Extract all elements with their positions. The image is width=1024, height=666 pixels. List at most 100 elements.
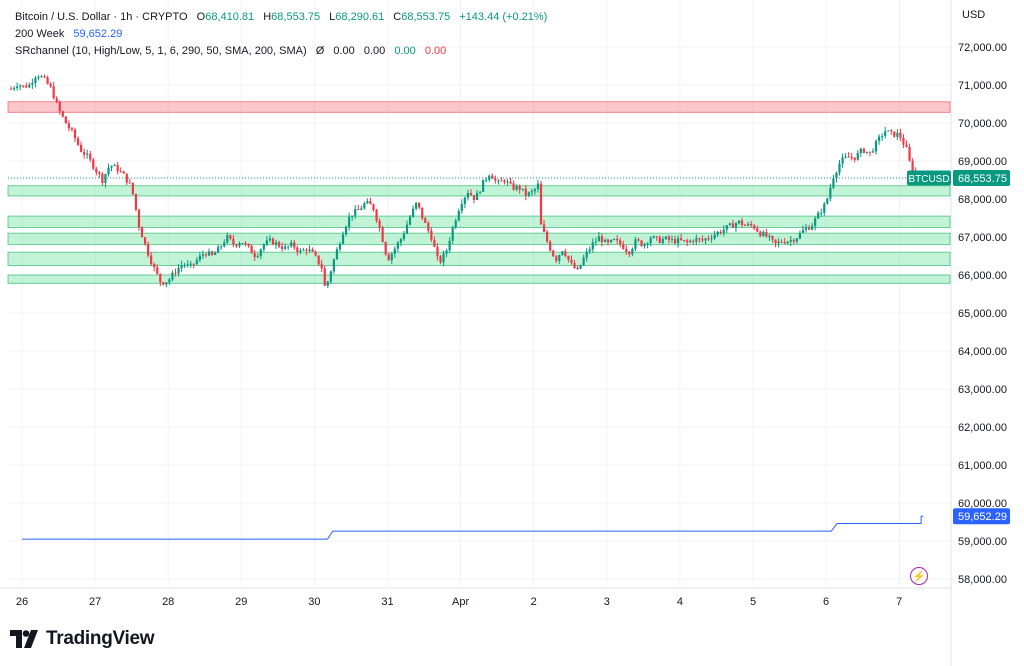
candle-body [887,130,890,132]
candle-body [335,249,339,260]
candle-body [143,237,147,244]
candle-body [396,242,399,249]
candle-body [9,88,13,90]
candle-body [634,239,637,249]
ma-line-path [22,515,924,540]
x-tick-label: 4 [677,596,683,608]
sr-row[interactable]: SRchannel (10, High/Low, 5, 1, 6, 290, 5… [15,43,547,60]
candle-body [503,180,506,183]
x-tick-label: 5 [750,596,756,608]
candle-body [832,178,835,188]
x-tick-label: 3 [604,596,610,608]
symbol-title[interactable]: Bitcoin / U.S. Dollar · 1h · CRYPTO [15,11,188,23]
candle-body [64,116,67,124]
support-zone [7,274,951,284]
high-value: 68,553.75 [271,11,321,23]
candle-body [530,191,533,193]
candle-body [247,243,250,246]
candle-body [226,235,229,243]
y-tick-label: 64,000.00 [958,346,1007,358]
candle-body [207,251,211,256]
candle-body [695,238,698,242]
candle-body [868,151,872,153]
candle-body [92,159,95,169]
candle-body [195,260,198,264]
y-tick-label: 62,000.00 [958,422,1007,434]
candle-body [445,250,448,254]
y-tick-label: 72,000.00 [958,42,1007,54]
candle-body [591,242,594,250]
candle-body [171,272,174,280]
candle-body [862,148,865,153]
candle-body [893,131,896,137]
candle-body [555,256,558,261]
candle-body [740,220,744,225]
candle-body [146,243,150,256]
candle-body [521,188,524,190]
candle-body [25,85,28,88]
candle-body [646,243,649,245]
candle-body [826,198,829,204]
candle-body [747,223,750,226]
candle-body [500,180,503,182]
candle-body [737,220,741,224]
candle-body [79,144,83,152]
candle-body [485,179,488,181]
candle-body [759,231,762,237]
candle-body [890,130,893,132]
candle-body [789,240,792,242]
candle-body [415,202,418,209]
last-price-badge [953,169,1010,186]
candle-body [460,203,463,211]
candle-body [853,157,856,160]
candle-body [308,249,311,251]
sr-value-1: 0.00 [333,45,355,57]
currency-label[interactable]: USD [962,9,986,21]
candle-body [774,239,777,244]
candle-body [753,225,756,229]
candle-body [281,246,284,249]
candle-body [801,229,805,233]
candle-body [12,87,16,89]
candle-body [877,136,881,141]
support-zone [7,185,951,197]
candle-body [451,227,454,241]
ma-row[interactable]: 200 Week 59,652.29 [15,26,547,43]
candle-body [585,251,588,258]
candle-body [268,238,272,241]
candle-body [137,209,141,228]
candle-body [734,223,738,228]
candle-body [357,208,360,210]
candle-body [820,212,823,214]
time-axis[interactable]: 26 27 28 29 30 31 Apr 2 3 4 5 6 7 [0,587,951,608]
candle-body [433,239,436,247]
candle-body [369,201,372,205]
price-axis[interactable]: 58,000.00 59,000.00 60,000.00 61,000.00 62,0… [950,0,1007,666]
candle-body [905,144,908,148]
candle-body [76,138,80,145]
sr-label: SRchannel (10, High/Low, 5, 1, 6, 290, 5… [15,45,307,57]
candle-body [408,216,412,225]
candle-body [716,231,719,235]
candle-body [549,241,552,251]
candle-body [73,129,77,139]
candle-body [153,264,156,268]
candle-body [244,243,247,245]
candle-body [576,268,579,270]
support-zone [7,251,951,266]
tradingview-logo[interactable]: TradingView [10,628,155,650]
candle-body [524,188,527,196]
candle-body [305,249,308,251]
candle-body [40,76,43,78]
candle-body [582,257,585,265]
flash-icon[interactable]: ⚡ [910,567,928,585]
candle-body [122,171,125,174]
candle-body [457,210,460,221]
candle-body [533,189,537,192]
candle-body [351,215,354,217]
candle-body [323,268,326,286]
candle-body [390,253,393,261]
candle-body [439,256,442,263]
candle-body [807,227,811,230]
